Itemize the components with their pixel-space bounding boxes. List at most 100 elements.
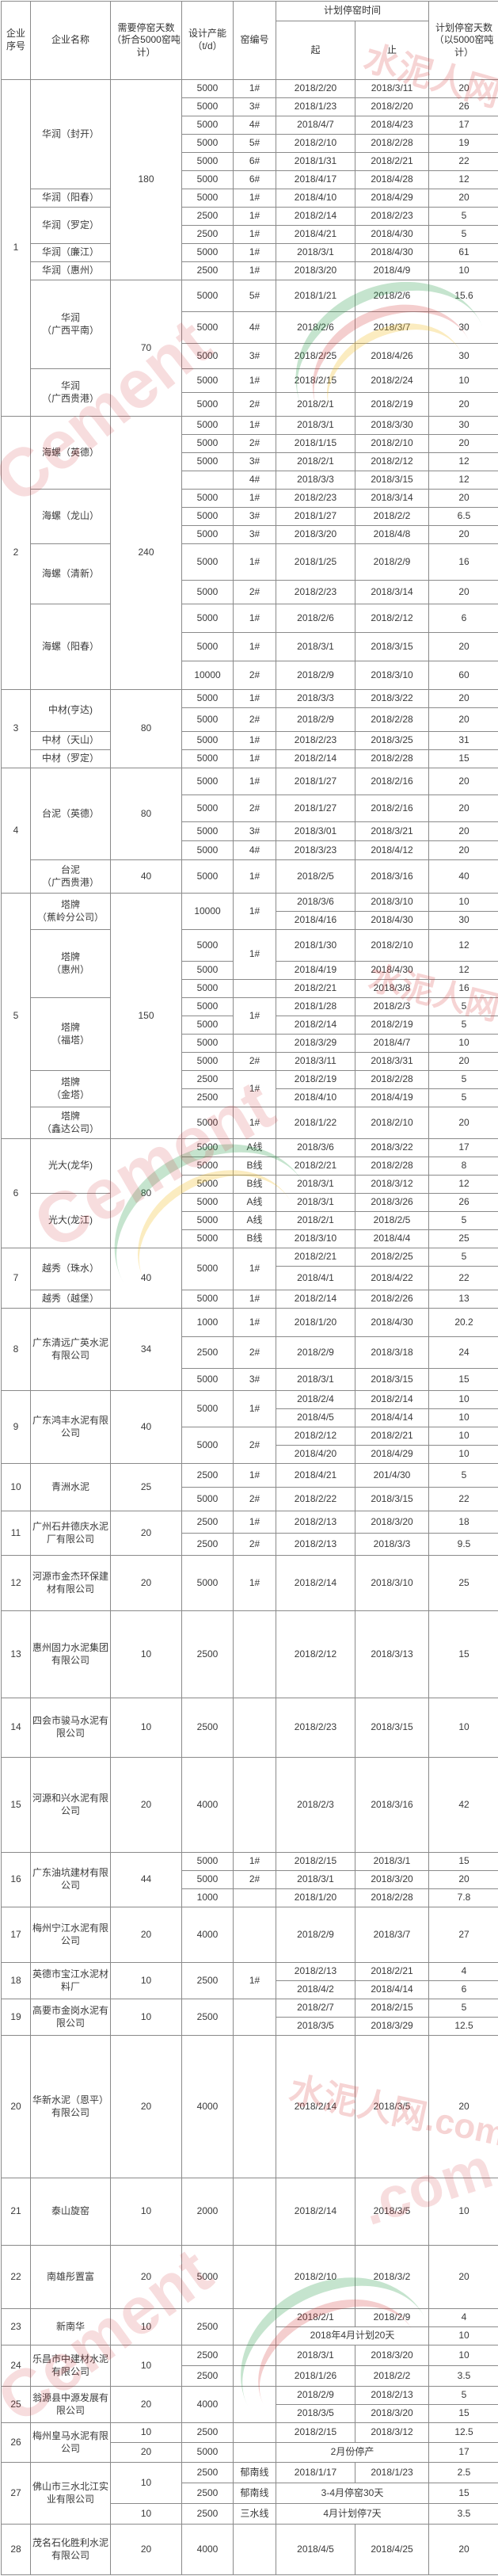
table-cell: B线 (234, 1230, 276, 1248)
table-cell: 2500 (182, 1534, 234, 1556)
table-cell: 4 (429, 2309, 498, 2327)
table-cell: 1 (2, 80, 31, 417)
table-cell: 3# (234, 98, 276, 116)
table-cell: 2500 (182, 1999, 234, 2036)
table-cell: 华润（罗定） (31, 208, 111, 244)
table-cell: 2018/2/25 (355, 1248, 429, 1267)
table-cell: 2500 (182, 2483, 234, 2504)
table-cell: 2018/3/18 (355, 1337, 429, 1369)
table-cell: 5000 (182, 98, 234, 116)
table-cell: 2018/2/28 (355, 750, 429, 768)
table-cell: 20 (111, 2246, 182, 2309)
table-cell: 19 (2, 1999, 31, 2036)
table-cell: 25 (429, 1230, 498, 1248)
table-cell: 2018/2/1 (276, 1212, 355, 1230)
table-cell: 5000 (182, 1139, 234, 1157)
table-cell: 13 (429, 1290, 498, 1309)
table-cell: 1# (234, 244, 276, 262)
table-cell: 2018/2/21 (355, 1963, 429, 1981)
table-cell: 4000 (182, 2525, 234, 2575)
table-cell: 2000 (182, 2178, 234, 2246)
table-cell: 2018/3/14 (355, 581, 429, 604)
table-cell: 三水线 (234, 2504, 276, 2525)
table-cell: 2018/2/10 (276, 2246, 355, 2309)
table-cell: 2018/3/3 (355, 1534, 429, 1556)
table-cell: 2# (234, 1053, 276, 1071)
table-cell: 10 (429, 2178, 498, 2246)
table-cell (234, 1611, 276, 1698)
table-cell: 2018/2/10 (355, 1107, 429, 1139)
table-cell: 2500 (182, 262, 234, 280)
table-cell: 台泥 （广西贵港） (31, 860, 111, 894)
table-cell: 5000 (182, 633, 234, 661)
table-cell: 海螺（英德） (31, 417, 111, 490)
table-cell: 1# (234, 1556, 276, 1611)
table-cell: 26 (2, 2423, 31, 2463)
table-cell: 台泥（英德） (31, 768, 111, 860)
table-cell: 24 (429, 1337, 498, 1369)
table-cell: 19 (429, 135, 498, 153)
table-cell: 4月计划停7天 (276, 2504, 429, 2525)
table-cell: 201/4/30 (355, 1464, 429, 1488)
table-cell: 2018/2/19 (355, 1016, 429, 1035)
table-cell: 2018/3/2 (355, 2246, 429, 2309)
table-cell: 1# (234, 226, 276, 244)
table-cell: 2018/4/30 (355, 226, 429, 244)
table-cell: 5000 (182, 822, 234, 841)
table-cell: 20 (429, 435, 498, 453)
table-cell: 34 (111, 1309, 182, 1391)
table-cell: 1# (234, 369, 276, 393)
table-cell: 2018/2/16 (355, 768, 429, 795)
table-cell: 20 (429, 189, 498, 208)
table-cell: 2018/4/2 (276, 1981, 355, 1999)
table-cell: 2018/3/1 (276, 244, 355, 262)
table-cell: 3# (234, 1369, 276, 1391)
table-cell: 17 (429, 2443, 498, 2463)
table-cell: 2018/2/21 (276, 1248, 355, 1267)
table-cell: 10 (429, 1698, 498, 1758)
table-cell: 20 (111, 2036, 182, 2178)
table-cell: 高要市金岗水泥有限公司 (31, 1999, 111, 2036)
table-cell: 2018/4/16 (276, 912, 355, 930)
table-cell: 2018/2/5 (355, 1212, 429, 1230)
table-cell: 2018/2/15 (276, 1853, 355, 1871)
table-cell: 2018/2/15 (276, 2423, 355, 2443)
table-cell: 5000 (182, 1290, 234, 1309)
table-cell: 2018/3/20 (355, 1511, 429, 1534)
table-cell: 20 (429, 768, 498, 795)
table-cell (234, 1889, 276, 1907)
table-cell: 10 (2, 1464, 31, 1511)
table-cell: 15 (429, 2483, 498, 2504)
table-cell: 华润 （广西平南） (31, 280, 111, 369)
table-cell: 2018/1/30 (276, 930, 355, 962)
table-cell: 青洲水泥 (31, 1464, 111, 1511)
table-cell: 23 (2, 2309, 31, 2345)
table-cell: 5000 (182, 604, 234, 633)
table-cell: 2018/4/29 (355, 189, 429, 208)
table-cell: 2018/1/25 (276, 544, 355, 581)
table-cell: 2018/2/6 (355, 280, 429, 312)
table-cell: 2018/4/25 (355, 2525, 429, 2575)
table-cell: 塔牌 （惠州） (31, 930, 111, 998)
table-cell: 2018/3/20 (276, 526, 355, 544)
table-cell: 10 (111, 1963, 182, 1999)
table-cell: 华新水泥（恩平）有限公司 (31, 2036, 111, 2178)
table-cell: 2018/4/30 (355, 912, 429, 930)
table-cell: 10000 (182, 661, 234, 690)
table-cell: 15.6 (429, 280, 498, 312)
table-cell: 40 (111, 860, 182, 894)
table-cell (234, 2036, 276, 2178)
table-cell: 25 (111, 1464, 182, 1511)
table-cell: 80 (111, 1139, 182, 1248)
table-cell: 2018/4/29 (355, 1446, 429, 1464)
table-cell: 2018/2/10 (355, 435, 429, 453)
table-cell: 中材(亨达) (31, 690, 111, 732)
table-cell: 1# (234, 1853, 276, 1871)
table-cell: 5000 (182, 690, 234, 708)
